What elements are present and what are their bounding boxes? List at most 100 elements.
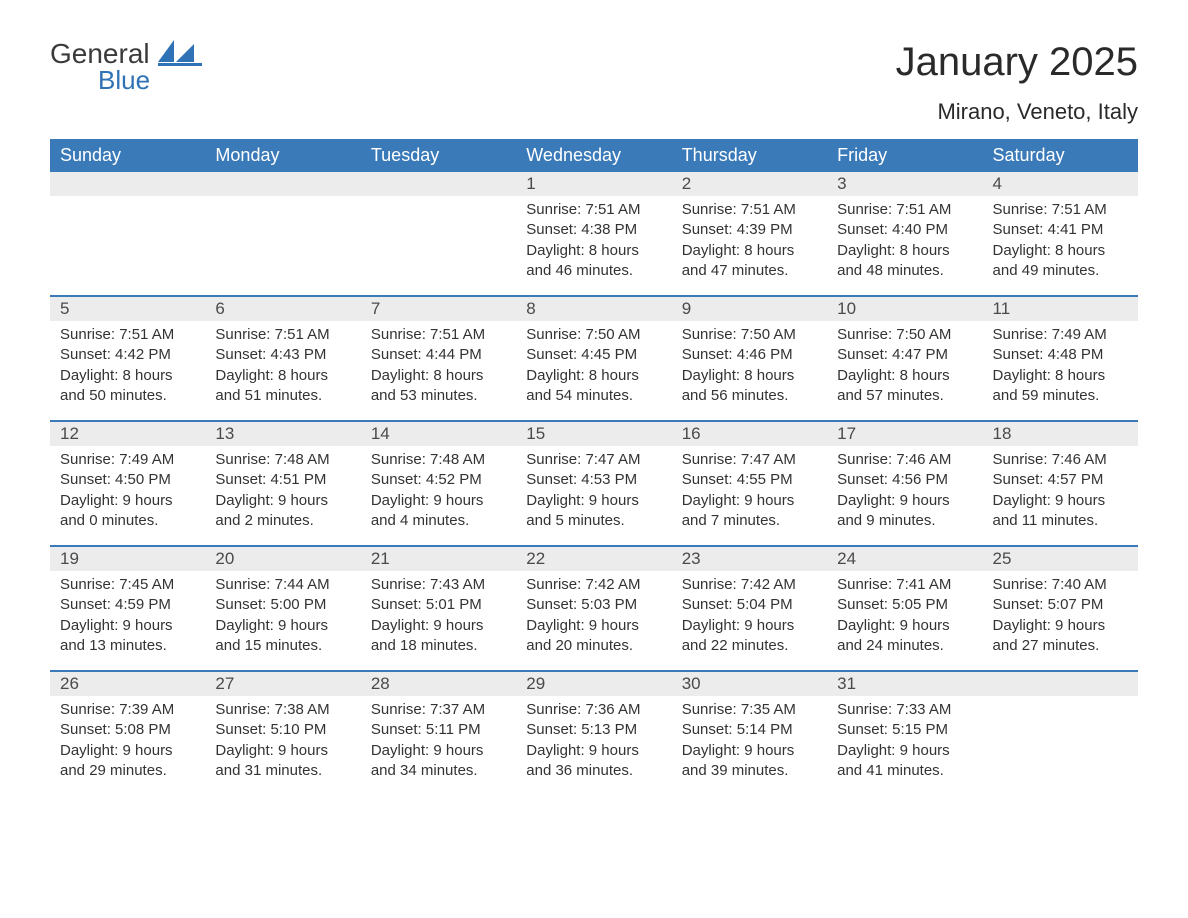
day-number: 15 xyxy=(516,422,671,446)
dayheader-friday: Friday xyxy=(827,139,982,172)
calendar-day-cell: 3Sunrise: 7:51 AMSunset: 4:40 PMDaylight… xyxy=(827,172,982,295)
day-daylight1: Daylight: 8 hours xyxy=(837,241,972,261)
day-sunset: Sunset: 5:14 PM xyxy=(682,720,817,740)
day-daylight1: Daylight: 9 hours xyxy=(60,491,195,511)
day-daylight1: Daylight: 8 hours xyxy=(526,241,661,261)
day-sunset: Sunset: 5:11 PM xyxy=(371,720,506,740)
day-body: Sunrise: 7:48 AMSunset: 4:52 PMDaylight:… xyxy=(361,446,516,531)
day-sunrise: Sunrise: 7:51 AM xyxy=(993,200,1128,220)
day-daylight1: Daylight: 8 hours xyxy=(682,366,817,386)
calendar-day-cell: 17Sunrise: 7:46 AMSunset: 4:56 PMDayligh… xyxy=(827,422,982,545)
page-header: General Blue January 2025 xyxy=(50,40,1138,93)
day-sunrise: Sunrise: 7:36 AM xyxy=(526,700,661,720)
day-sunrise: Sunrise: 7:47 AM xyxy=(526,450,661,470)
calendar-day-cell: 28Sunrise: 7:37 AMSunset: 5:11 PMDayligh… xyxy=(361,672,516,795)
day-daylight2: and 18 minutes. xyxy=(371,636,506,656)
calendar-week-row: 26Sunrise: 7:39 AMSunset: 5:08 PMDayligh… xyxy=(50,670,1138,795)
calendar-day-cell: 1Sunrise: 7:51 AMSunset: 4:38 PMDaylight… xyxy=(516,172,671,295)
calendar-day-cell: 20Sunrise: 7:44 AMSunset: 5:00 PMDayligh… xyxy=(205,547,360,670)
calendar-day-cell: 24Sunrise: 7:41 AMSunset: 5:05 PMDayligh… xyxy=(827,547,982,670)
day-daylight2: and 11 minutes. xyxy=(993,511,1128,531)
day-sunrise: Sunrise: 7:38 AM xyxy=(215,700,350,720)
day-number: 27 xyxy=(205,672,360,696)
day-body: Sunrise: 7:47 AMSunset: 4:53 PMDaylight:… xyxy=(516,446,671,531)
day-daylight1: Daylight: 9 hours xyxy=(837,491,972,511)
day-daylight2: and 41 minutes. xyxy=(837,761,972,781)
dayheader-wednesday: Wednesday xyxy=(516,139,671,172)
day-body: Sunrise: 7:33 AMSunset: 5:15 PMDaylight:… xyxy=(827,696,982,781)
day-sunset: Sunset: 4:48 PM xyxy=(993,345,1128,365)
calendar-week-row: 12Sunrise: 7:49 AMSunset: 4:50 PMDayligh… xyxy=(50,420,1138,545)
day-body: Sunrise: 7:48 AMSunset: 4:51 PMDaylight:… xyxy=(205,446,360,531)
day-sunset: Sunset: 4:56 PM xyxy=(837,470,972,490)
calendar-day-cell: 11Sunrise: 7:49 AMSunset: 4:48 PMDayligh… xyxy=(983,297,1138,420)
dayheader-thursday: Thursday xyxy=(672,139,827,172)
day-number: 26 xyxy=(50,672,205,696)
day-sunset: Sunset: 4:41 PM xyxy=(993,220,1128,240)
day-daylight1: Daylight: 8 hours xyxy=(682,241,817,261)
calendar-day-cell: 14Sunrise: 7:48 AMSunset: 4:52 PMDayligh… xyxy=(361,422,516,545)
page-subtitle: Mirano, Veneto, Italy xyxy=(50,99,1138,125)
calendar-day-cell: 13Sunrise: 7:48 AMSunset: 4:51 PMDayligh… xyxy=(205,422,360,545)
calendar-day-cell: 6Sunrise: 7:51 AMSunset: 4:43 PMDaylight… xyxy=(205,297,360,420)
day-number: 18 xyxy=(983,422,1138,446)
day-daylight1: Daylight: 9 hours xyxy=(837,616,972,636)
day-daylight1: Daylight: 8 hours xyxy=(993,366,1128,386)
day-body: Sunrise: 7:49 AMSunset: 4:50 PMDaylight:… xyxy=(50,446,205,531)
day-sunrise: Sunrise: 7:49 AM xyxy=(993,325,1128,345)
day-body: Sunrise: 7:39 AMSunset: 5:08 PMDaylight:… xyxy=(50,696,205,781)
day-number: 14 xyxy=(361,422,516,446)
day-body: Sunrise: 7:51 AMSunset: 4:41 PMDaylight:… xyxy=(983,196,1138,281)
day-daylight2: and 46 minutes. xyxy=(526,261,661,281)
day-daylight1: Daylight: 9 hours xyxy=(371,741,506,761)
calendar-day-cell: 31Sunrise: 7:33 AMSunset: 5:15 PMDayligh… xyxy=(827,672,982,795)
day-number: 9 xyxy=(672,297,827,321)
day-daylight2: and 0 minutes. xyxy=(60,511,195,531)
day-sunrise: Sunrise: 7:33 AM xyxy=(837,700,972,720)
day-number: 1 xyxy=(516,172,671,196)
day-sunrise: Sunrise: 7:51 AM xyxy=(371,325,506,345)
day-sunset: Sunset: 4:44 PM xyxy=(371,345,506,365)
day-daylight1: Daylight: 9 hours xyxy=(215,616,350,636)
calendar-day-cell: 10Sunrise: 7:50 AMSunset: 4:47 PMDayligh… xyxy=(827,297,982,420)
day-sunset: Sunset: 5:10 PM xyxy=(215,720,350,740)
day-number: 25 xyxy=(983,547,1138,571)
day-daylight2: and 34 minutes. xyxy=(371,761,506,781)
day-sunrise: Sunrise: 7:50 AM xyxy=(682,325,817,345)
day-sunset: Sunset: 4:40 PM xyxy=(837,220,972,240)
calendar-day-cell: 9Sunrise: 7:50 AMSunset: 4:46 PMDaylight… xyxy=(672,297,827,420)
day-sunset: Sunset: 5:13 PM xyxy=(526,720,661,740)
day-sunrise: Sunrise: 7:42 AM xyxy=(682,575,817,595)
day-daylight2: and 48 minutes. xyxy=(837,261,972,281)
day-sunset: Sunset: 4:47 PM xyxy=(837,345,972,365)
day-sunrise: Sunrise: 7:51 AM xyxy=(215,325,350,345)
day-daylight2: and 36 minutes. xyxy=(526,761,661,781)
day-number: 24 xyxy=(827,547,982,571)
calendar-day-cell: 7Sunrise: 7:51 AMSunset: 4:44 PMDaylight… xyxy=(361,297,516,420)
day-daylight2: and 13 minutes. xyxy=(60,636,195,656)
calendar-day-cell xyxy=(983,672,1138,795)
day-daylight1: Daylight: 9 hours xyxy=(215,741,350,761)
day-body: Sunrise: 7:38 AMSunset: 5:10 PMDaylight:… xyxy=(205,696,360,781)
day-number: 10 xyxy=(827,297,982,321)
day-number: 5 xyxy=(50,297,205,321)
day-daylight2: and 50 minutes. xyxy=(60,386,195,406)
day-daylight1: Daylight: 8 hours xyxy=(526,366,661,386)
day-daylight2: and 7 minutes. xyxy=(682,511,817,531)
day-sunrise: Sunrise: 7:48 AM xyxy=(371,450,506,470)
day-daylight2: and 4 minutes. xyxy=(371,511,506,531)
day-number: 2 xyxy=(672,172,827,196)
day-daylight1: Daylight: 8 hours xyxy=(993,241,1128,261)
day-body: Sunrise: 7:51 AMSunset: 4:39 PMDaylight:… xyxy=(672,196,827,281)
day-daylight2: and 54 minutes. xyxy=(526,386,661,406)
day-sunrise: Sunrise: 7:51 AM xyxy=(526,200,661,220)
day-body: Sunrise: 7:43 AMSunset: 5:01 PMDaylight:… xyxy=(361,571,516,656)
calendar-day-cell: 27Sunrise: 7:38 AMSunset: 5:10 PMDayligh… xyxy=(205,672,360,795)
calendar-day-cell: 8Sunrise: 7:50 AMSunset: 4:45 PMDaylight… xyxy=(516,297,671,420)
day-sunrise: Sunrise: 7:35 AM xyxy=(682,700,817,720)
day-body: Sunrise: 7:46 AMSunset: 4:57 PMDaylight:… xyxy=(983,446,1138,531)
day-sunrise: Sunrise: 7:41 AM xyxy=(837,575,972,595)
day-daylight2: and 2 minutes. xyxy=(215,511,350,531)
calendar-weeks: 1Sunrise: 7:51 AMSunset: 4:38 PMDaylight… xyxy=(50,172,1138,795)
day-daylight2: and 20 minutes. xyxy=(526,636,661,656)
